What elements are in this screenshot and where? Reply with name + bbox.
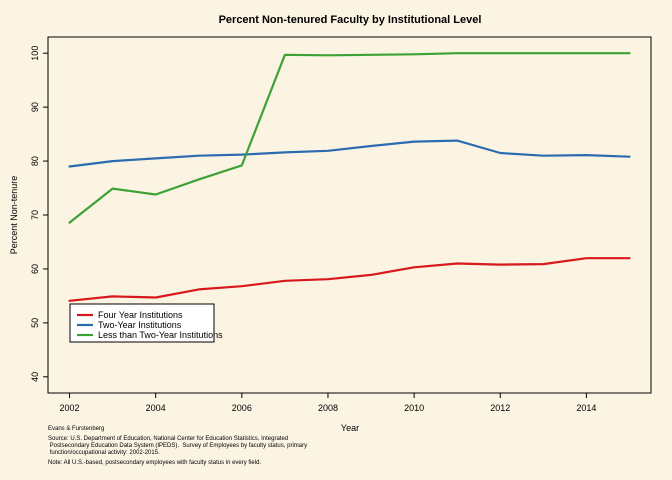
series-line-1 xyxy=(68,257,631,302)
y-tick-label: 60 xyxy=(30,264,40,274)
x-tick-label: 2008 xyxy=(318,403,338,413)
x-tick-label: 2014 xyxy=(576,403,596,413)
y-tick-label: 80 xyxy=(30,156,40,166)
footer-source-line-3: function/occupational activity: 2002-201… xyxy=(48,450,160,456)
y-tick-label: 90 xyxy=(30,102,40,112)
series-line-2 xyxy=(68,139,631,168)
x-tick-label: 2006 xyxy=(232,403,252,413)
series-lines xyxy=(68,52,631,302)
footer-note: Note: All U.S.-based, postsecondary empl… xyxy=(48,460,261,466)
y-tick-label: 40 xyxy=(30,372,40,382)
x-axis: 2002 2004 2006 2008 2010 2012 2014 xyxy=(60,393,596,413)
legend-label-2: Two-Year Institutions xyxy=(98,320,182,330)
legend-box xyxy=(69,303,215,343)
x-tick-label: 2012 xyxy=(490,403,510,413)
x-tick-label: 2004 xyxy=(146,403,166,413)
y-tick-label: 50 xyxy=(30,318,40,328)
footer: Evans & Furstenberg Source: U.S. Departm… xyxy=(48,426,307,466)
footer-source-line-1: Source: U.S. Department of Education, Na… xyxy=(48,436,288,442)
y-axis-label: Percent Non-tenure xyxy=(9,176,19,255)
y-tick-label: 70 xyxy=(30,210,40,220)
y-axis: 40 50 60 70 80 90 100 xyxy=(30,46,48,382)
legend-label-1: Four Year Institutions xyxy=(98,310,183,320)
y-tick-label: 100 xyxy=(30,46,40,61)
x-tick-label: 2010 xyxy=(404,403,424,413)
footer-credit: Evans & Furstenberg xyxy=(48,426,104,432)
series-line-3 xyxy=(68,52,631,224)
x-tick-label: 2002 xyxy=(60,403,80,413)
legend-label-3: Less than Two-Year Institutions xyxy=(98,330,223,340)
footer-source-line-2: Postsecondary Education Data System (IPE… xyxy=(48,443,307,449)
chart-title: Percent Non-tenured Faculty by Instituti… xyxy=(219,14,482,26)
x-axis-label: Year xyxy=(341,423,359,433)
